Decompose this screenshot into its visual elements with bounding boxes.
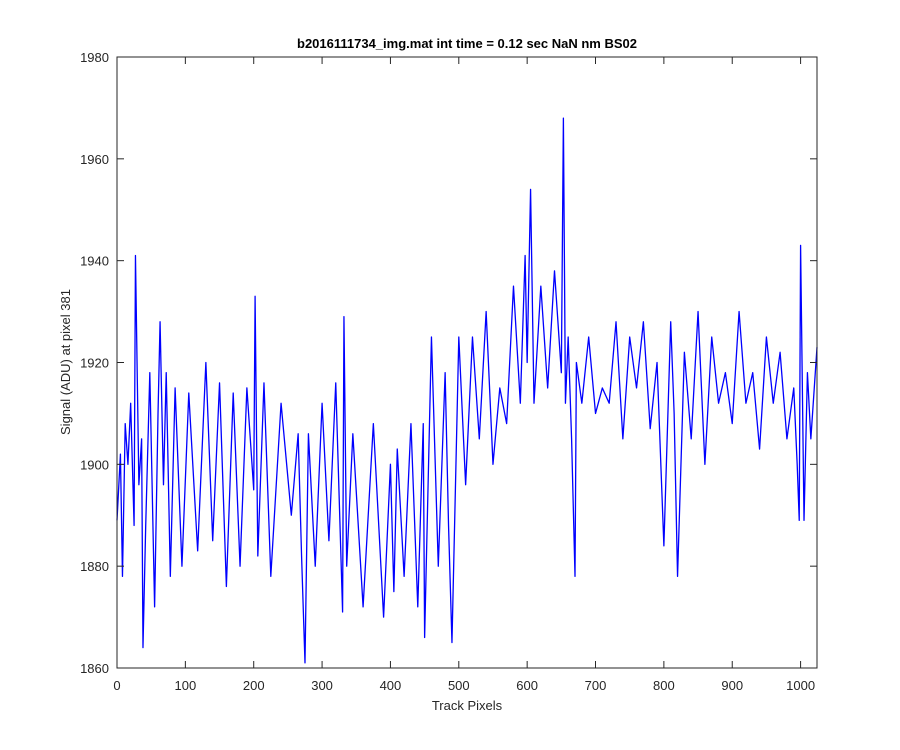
series-line-0 bbox=[116, 117, 818, 664]
x-tick-label: 800 bbox=[653, 678, 675, 693]
x-tick-label: 400 bbox=[380, 678, 402, 693]
x-tick-label: 1000 bbox=[786, 678, 815, 693]
x-tick-label: 0 bbox=[113, 678, 120, 693]
axis-ticks: 0 100 200 300 400 500 600 700 800 900 1000 1860 1880… bbox=[80, 50, 817, 693]
y-tick-label: 1900 bbox=[80, 457, 109, 472]
y-tick-label: 1960 bbox=[80, 152, 109, 167]
x-tick-label: 100 bbox=[175, 678, 197, 693]
x-tick-label: 200 bbox=[243, 678, 265, 693]
y-tick-label: 1860 bbox=[80, 661, 109, 676]
y-axis-label: Signal (ADU) at pixel 381 bbox=[58, 289, 73, 435]
chart-title: b2016111734_img.mat int time = 0.12 sec … bbox=[297, 36, 637, 51]
x-tick-label: 600 bbox=[516, 678, 538, 693]
x-tick-label: 500 bbox=[448, 678, 470, 693]
plot-area bbox=[116, 117, 818, 664]
x-tick-label: 900 bbox=[721, 678, 743, 693]
x-tick-label: 300 bbox=[311, 678, 333, 693]
y-tick-label: 1980 bbox=[80, 50, 109, 65]
x-tick-label: 700 bbox=[585, 678, 607, 693]
x-axis-label: Track Pixels bbox=[432, 698, 503, 713]
y-tick-label: 1920 bbox=[80, 356, 109, 371]
y-tick-label: 1940 bbox=[80, 254, 109, 269]
y-tick-label: 1880 bbox=[80, 559, 109, 574]
